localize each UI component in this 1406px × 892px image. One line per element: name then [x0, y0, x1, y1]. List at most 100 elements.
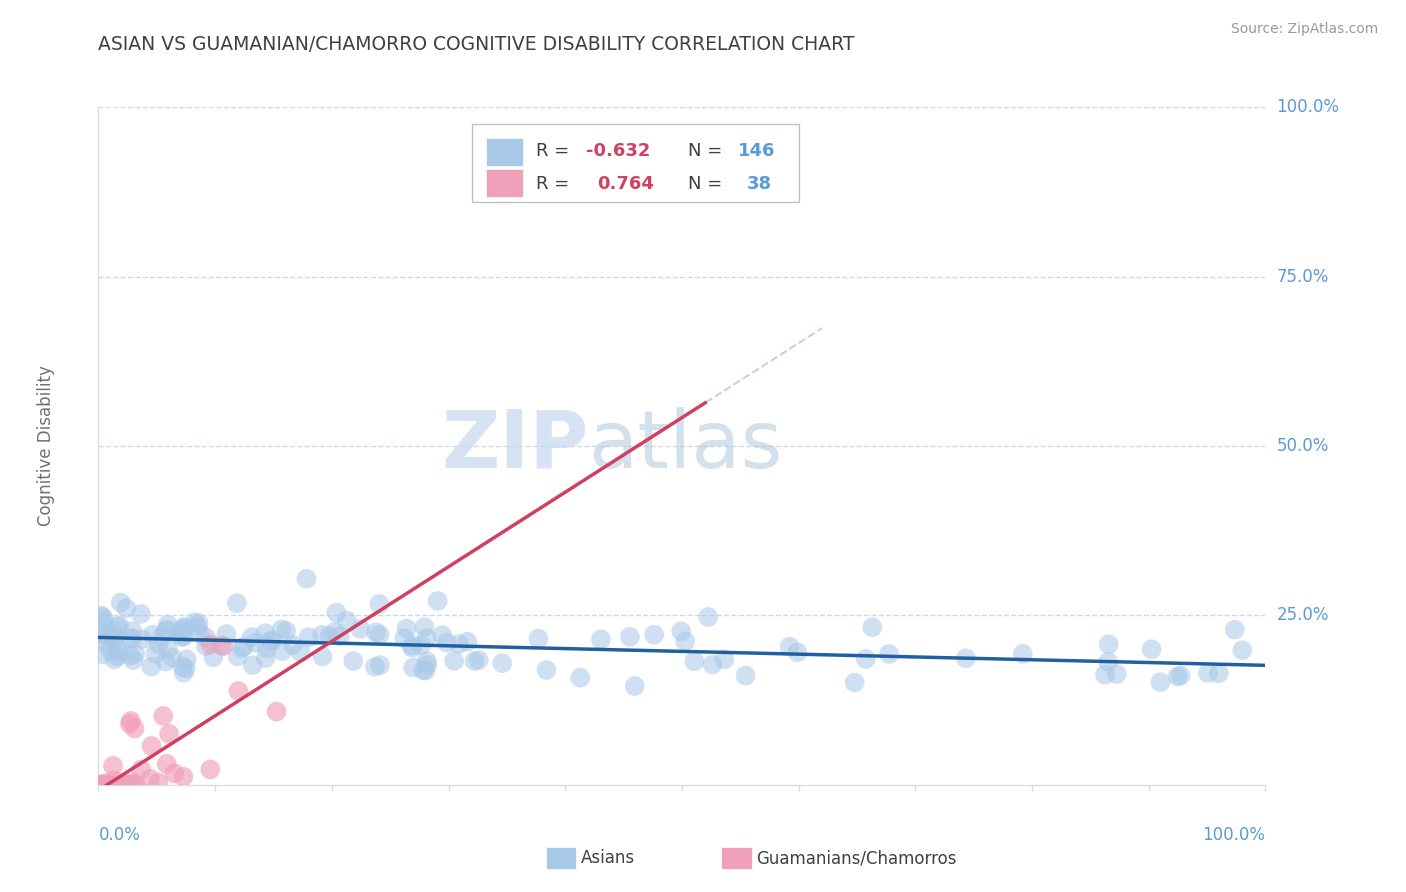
Point	[103, 773, 125, 788]
Point	[231, 640, 253, 655]
Point	[413, 620, 436, 634]
Point	[93, 613, 115, 627]
Point	[200, 637, 222, 651]
Point	[527, 632, 550, 646]
Point	[1232, 643, 1254, 657]
Point	[240, 630, 263, 644]
Point	[447, 637, 470, 651]
Point	[1167, 670, 1189, 684]
Point	[1098, 637, 1121, 651]
Point	[702, 657, 724, 672]
Point	[256, 641, 278, 656]
Point	[155, 655, 177, 669]
Point	[124, 647, 146, 661]
Point	[143, 647, 166, 661]
Point	[298, 630, 321, 644]
Point	[1105, 667, 1128, 681]
Point	[91, 610, 114, 624]
Point	[89, 778, 111, 792]
Point	[173, 665, 195, 680]
Point	[110, 596, 132, 610]
Point	[173, 629, 195, 643]
Point	[172, 624, 194, 638]
Text: 100.0%: 100.0%	[1202, 826, 1265, 844]
Point	[96, 636, 118, 650]
Point	[121, 632, 143, 646]
Point	[186, 620, 208, 634]
Point	[118, 717, 141, 731]
Point	[254, 651, 277, 665]
Point	[117, 778, 139, 792]
Point	[415, 631, 437, 645]
Text: N =: N =	[688, 175, 734, 193]
Point	[844, 675, 866, 690]
Point	[242, 658, 264, 673]
Point	[225, 596, 247, 610]
Point	[860, 620, 883, 634]
Point	[129, 763, 152, 777]
Point	[1208, 666, 1230, 681]
Text: ASIAN VS GUAMANIAN/CHAMORRO COGNITIVE DISABILITY CORRELATION CHART: ASIAN VS GUAMANIAN/CHAMORRO COGNITIVE DI…	[98, 35, 855, 54]
Point	[786, 645, 808, 659]
Point	[162, 650, 184, 665]
Point	[368, 628, 391, 642]
Point	[311, 649, 333, 664]
Point	[100, 644, 122, 658]
Point	[183, 615, 205, 630]
Point	[1170, 668, 1192, 682]
Point	[342, 654, 364, 668]
Point	[673, 634, 696, 648]
Point	[91, 778, 114, 792]
Point	[1097, 655, 1119, 669]
Point	[110, 778, 132, 792]
Point	[141, 739, 163, 753]
Text: Guamanians/Chamorros: Guamanians/Chamorros	[756, 849, 957, 867]
Point	[426, 594, 449, 608]
Point	[1149, 675, 1171, 690]
Point	[456, 634, 478, 648]
Text: Asians: Asians	[581, 849, 634, 867]
Point	[155, 624, 177, 639]
Point	[172, 660, 194, 674]
Text: Source: ZipAtlas.com: Source: ZipAtlas.com	[1230, 22, 1378, 37]
Point	[122, 653, 145, 667]
Text: Cognitive Disability: Cognitive Disability	[37, 366, 55, 526]
Point	[233, 640, 256, 654]
Point	[295, 572, 318, 586]
Point	[209, 638, 232, 652]
Point	[97, 627, 120, 641]
Point	[142, 627, 165, 641]
Point	[368, 658, 391, 673]
Point	[107, 645, 129, 659]
Point	[415, 664, 437, 678]
Point	[416, 658, 439, 673]
Point	[91, 648, 114, 662]
Point	[115, 778, 138, 792]
Point	[364, 625, 387, 640]
Point	[104, 630, 127, 644]
Point	[150, 630, 173, 644]
Point	[200, 763, 222, 777]
Text: 0.764: 0.764	[596, 175, 654, 193]
Point	[290, 645, 312, 659]
Point	[401, 639, 423, 653]
Point	[139, 772, 162, 786]
Point	[855, 652, 877, 666]
Point	[188, 626, 211, 640]
Point	[394, 632, 416, 646]
Point	[270, 623, 292, 637]
Point	[120, 632, 142, 646]
Point	[734, 668, 756, 682]
Point	[443, 654, 465, 668]
Point	[187, 616, 209, 631]
Point	[262, 633, 284, 648]
Point	[107, 619, 129, 633]
Point	[120, 714, 142, 728]
Text: ZIP: ZIP	[441, 407, 589, 485]
Point	[589, 632, 612, 647]
Point	[108, 778, 131, 792]
Point	[1011, 647, 1033, 661]
Point	[266, 705, 288, 719]
Point	[228, 684, 250, 698]
Point	[114, 778, 136, 792]
